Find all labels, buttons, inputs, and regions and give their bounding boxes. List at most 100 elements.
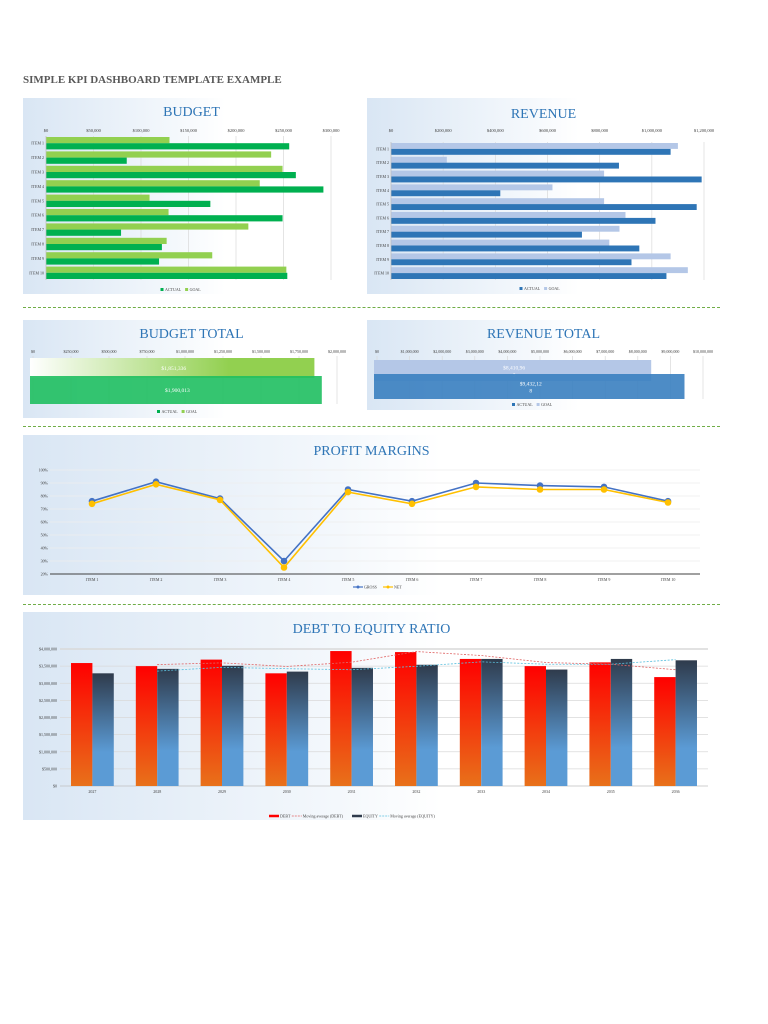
legend-label: GOAL [186,409,198,414]
bar-goal [391,253,671,260]
x-tick-label: 2033 [477,789,485,794]
x-tick-label: 2035 [607,789,615,794]
bar-goal [391,198,605,205]
bar-actual [391,148,671,155]
data-label: $9,432,12 [520,381,542,388]
moving-average-equity [157,659,676,672]
y-tick-label: ITEM 7 [31,227,44,232]
bar-equity [481,658,503,786]
bar-equity [92,673,114,786]
x-tick-label: $1,000,000 [176,349,194,355]
x-tick-label: $1,750,000 [290,349,308,355]
legend-label: Moving average (DEBT) [303,814,344,819]
revenue-total-panel: REVENUE TOTAL $0 $1,000,000 $2,000,000 $3,0… [367,320,720,410]
bar-goal [46,223,249,230]
budget-total-panel: BUDGET TOTAL $0 $250,000 $500,000 $750,000 $… [23,320,360,418]
y-tick-label: 100% [39,468,49,473]
bar-goal [391,184,553,191]
legend-swatch [160,288,164,291]
bar-goal [391,225,620,232]
bar-actual [46,157,127,164]
y-tick-label: ITEM 3 [376,174,389,179]
y-tick-label: 30% [41,559,49,564]
y-tick-label: ITEM 9 [31,256,44,261]
y-tick-label: ITEM 2 [31,155,44,160]
x-tick-label: $300,000 [323,128,341,134]
x-tick-label: $0 [44,128,49,133]
bar-actual [46,272,288,279]
x-tick-label: $400,000 [487,128,505,134]
x-tick-label: ITEM 3 [214,577,227,582]
bar-goal [391,267,688,274]
x-tick-label: $0 [375,349,379,354]
bar-actual [391,273,667,279]
x-tick-label: 2028 [153,789,161,794]
point-net [344,488,352,496]
bar-equity [610,658,633,786]
x-tick-label: 2036 [672,789,680,794]
x-tick-label: $7,000,000 [596,349,614,355]
x-tick-label: 2030 [283,789,291,794]
page-title: SIMPLE KPI DASHBOARD TEMPLATE EXAMPLE [23,74,282,86]
y-tick-label: ITEM 10 [29,270,44,275]
y-tick-label: ITEM 6 [31,213,44,218]
x-tick-label: $3,000,000 [466,349,484,355]
x-tick-label: $0 [389,128,394,133]
bar-goal [391,143,678,149]
y-tick-label: $2,000,000 [39,715,57,721]
x-tick-label: ITEM 8 [534,577,547,582]
bar-goal [46,165,283,172]
x-tick-label: $8,000,000 [629,349,647,355]
budget-title: BUDGET [163,105,220,120]
bar-actual [46,143,290,150]
bar-goal [46,237,167,244]
bar-actual [46,172,296,179]
legend-label: ACTUAL [517,402,534,407]
data-label: $1,900,013 [165,387,190,394]
x-tick-label: 2032 [412,789,420,794]
x-tick-label: ITEM 2 [150,577,163,582]
legend-swatch [544,287,548,290]
x-tick-label: $250,000 [64,349,79,355]
y-tick-label: ITEM 6 [376,215,389,220]
data-label: $1,851,336 [161,365,186,372]
x-tick-label: $200,000 [435,128,453,134]
y-tick-label: 80% [41,494,49,499]
x-tick-label: $2,000,000 [328,349,346,355]
bar-debt [524,666,546,786]
legend-label: ACTUAL [165,287,182,292]
x-tick-label: $50,000 [86,128,101,134]
y-tick-label: ITEM 1 [31,141,44,146]
y-tick-label: 50% [41,533,49,538]
moving-average-debt [157,651,676,671]
x-tick-label: $6,000,000 [564,349,582,355]
x-tick-label: $4,000,000 [498,349,516,355]
x-tick-label: $2,000,000 [433,349,451,355]
legend-swatch [519,287,523,290]
legend-label: GOAL [549,286,561,291]
bar-goal [391,212,626,218]
x-tick-label: $1,500,000 [252,349,270,355]
bar-debt [330,651,352,786]
bar-actual [30,376,322,404]
y-tick-label: ITEM 8 [31,242,44,247]
x-tick-label: $1,200,000 [694,128,715,134]
legend-marker [356,585,360,589]
bar-equity [675,660,697,786]
point-gross [280,557,288,565]
x-tick-label: ITEM 1 [86,577,99,582]
legend-marker [386,585,390,589]
legend-label: ACTUAL [524,286,541,291]
y-tick-label: ITEM 8 [376,243,389,248]
bar-goal [391,156,447,163]
legend-label: Moving average (EQUITY) [390,814,435,819]
legend-swatch [181,410,185,413]
line-net [91,483,669,569]
point-net [152,481,160,488]
bar-goal [46,137,170,144]
x-tick-label: $150,000 [180,128,198,134]
bar-debt [265,673,287,786]
y-tick-label: 70% [41,507,49,512]
point-net [216,496,224,504]
point-net [408,500,416,508]
